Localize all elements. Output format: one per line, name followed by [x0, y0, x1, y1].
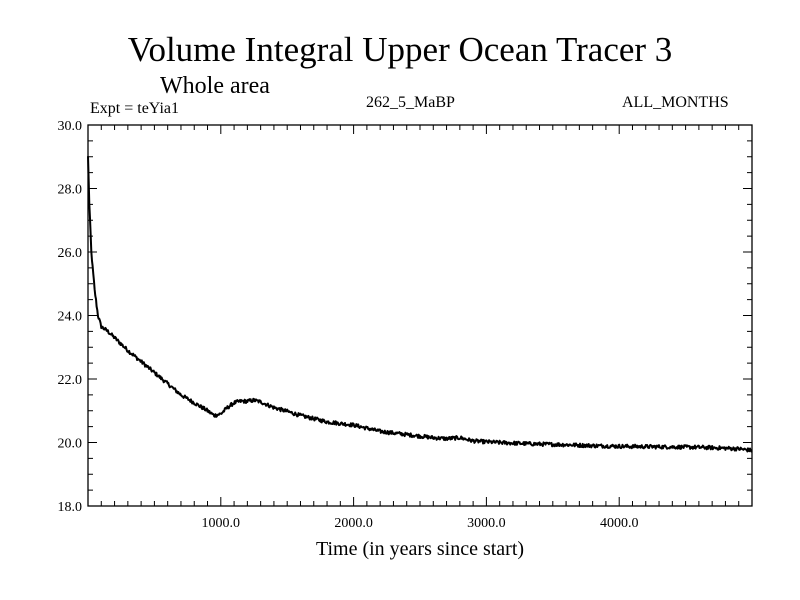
y-tick-label: 30.0	[58, 119, 83, 134]
series-line	[87, 156, 753, 453]
y-tick-label: 28.0	[58, 183, 83, 198]
y-tick-label: 24.0	[58, 310, 83, 325]
x-tick-label: 4000.0	[600, 516, 639, 531]
x-tick-label: 1000.0	[202, 516, 241, 531]
experiment-label: Expt = teYia1	[90, 100, 180, 117]
x-tick-label: 3000.0	[467, 516, 506, 531]
y-tick-label: 20.0	[58, 437, 83, 452]
months-label: ALL_MONTHS	[622, 94, 729, 111]
y-tick-label: 18.0	[58, 500, 83, 515]
chart-subtitle: Whole area	[160, 73, 270, 99]
plot-frame	[87, 124, 753, 507]
y-tick-label: 26.0	[58, 246, 83, 261]
tick-labels: 1000.0 2000.0 3000.0 4000.0 18.0 20.0 22.0 24.0…	[58, 119, 639, 531]
x-axis-label: Time (in years since start)	[315, 538, 525, 560]
x-tick-label: 2000.0	[334, 516, 373, 531]
run-label: 262_5_MaBP	[366, 94, 455, 111]
y-tick-label: 22.0	[58, 373, 83, 388]
chart-title: Volume Integral Upper Ocean Tracer 3	[127, 30, 673, 69]
axis-ticks	[88, 125, 752, 506]
